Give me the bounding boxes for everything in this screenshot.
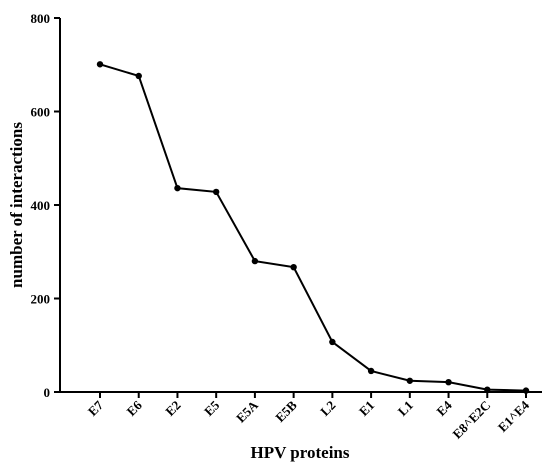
point <box>251 257 259 265</box>
x-tick-label: E5 <box>201 397 223 419</box>
x-tick-label: E2 <box>162 398 183 419</box>
point <box>174 184 181 192</box>
point <box>445 378 452 386</box>
x-tick-label: E4 <box>433 397 455 419</box>
y-axis-title: number of interactions <box>7 122 26 288</box>
x-axis-title: HPV proteins <box>250 443 349 462</box>
x-tick-label: L2 <box>317 398 338 419</box>
x-tick-label: E1^E4 <box>495 397 533 435</box>
point <box>329 338 336 346</box>
point <box>484 386 491 393</box>
point <box>406 377 414 384</box>
y-tick-label: 200 <box>31 292 51 307</box>
y-tick-label: 800 <box>31 11 51 26</box>
point <box>522 387 530 394</box>
point <box>367 367 375 375</box>
x-tick-label: L1 <box>395 398 416 419</box>
y-tick-label: 400 <box>31 198 51 213</box>
point <box>135 72 142 80</box>
x-tick-label: E8^E2C <box>449 398 493 442</box>
point <box>290 263 297 271</box>
x-tick-label: E5B <box>272 397 300 425</box>
x-tick-label: E7 <box>85 397 107 419</box>
y-tick-label: 0 <box>44 385 51 400</box>
point <box>212 188 220 196</box>
x-tick-label: E1 <box>356 398 377 419</box>
x-tick-label: E5A <box>233 397 261 425</box>
line <box>99 63 527 392</box>
x-tick-label: E6 <box>124 397 146 419</box>
point <box>96 61 104 68</box>
y-tick-label: 600 <box>31 105 51 120</box>
